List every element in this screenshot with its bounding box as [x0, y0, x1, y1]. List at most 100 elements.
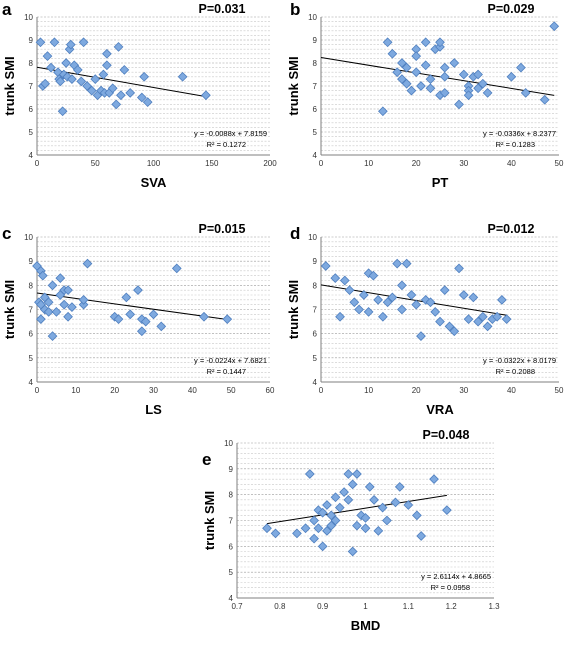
trendline: [320, 57, 555, 96]
data-point: [330, 273, 341, 283]
r-squared: R² = 0.1283: [496, 140, 535, 149]
data-point: [82, 81, 92, 91]
data-point: [430, 307, 441, 317]
data-point: [43, 307, 54, 317]
x-tick-label: 0.9: [317, 602, 329, 611]
data-point: [330, 492, 341, 503]
data-point: [473, 69, 483, 80]
data-point: [363, 307, 374, 317]
y-tick-label: 4: [29, 151, 34, 160]
data-point: [139, 71, 150, 82]
data-point: [322, 500, 332, 510]
y-axis-label: trunk SMI: [286, 56, 301, 115]
data-point: [352, 469, 362, 479]
x-tick-label: 40: [507, 159, 516, 168]
data-point: [360, 523, 371, 534]
x-tick-label: 30: [459, 386, 468, 395]
data-point: [442, 505, 452, 516]
data-point: [320, 261, 331, 271]
data-point: [454, 263, 464, 274]
data-point: [377, 502, 388, 513]
data-point: [477, 78, 488, 89]
gridlines: [237, 442, 494, 599]
data-point: [111, 99, 122, 110]
y-tick-label: 9: [29, 257, 34, 266]
data-point: [72, 65, 83, 75]
data-point: [392, 67, 403, 78]
x-axis-label: SVA: [141, 175, 167, 190]
data-point: [317, 541, 328, 552]
data-point: [539, 94, 550, 105]
data-point: [411, 299, 422, 310]
data-point: [378, 106, 388, 117]
data-point: [292, 528, 302, 539]
y-tick-label: 6: [313, 105, 318, 114]
data-point: [37, 270, 48, 281]
data-point: [86, 85, 97, 96]
r-squared: R² = 0.2088: [496, 367, 535, 376]
data-point: [411, 51, 422, 61]
data-point: [354, 304, 364, 315]
x-tick-label: 150: [205, 159, 219, 168]
data-point: [55, 273, 66, 283]
data-point: [326, 510, 337, 521]
x-tick-label: 0.7: [231, 602, 243, 611]
data-point: [67, 302, 77, 312]
data-point: [136, 314, 147, 325]
p-value: P=0.015: [199, 222, 246, 236]
y-tick-label: 5: [29, 354, 34, 363]
y-tick-label: 4: [29, 378, 34, 387]
panel-letter: a: [2, 0, 12, 19]
data-point: [458, 290, 469, 300]
data-point: [304, 469, 315, 479]
data-point: [482, 321, 493, 332]
data-point: [51, 307, 62, 317]
data-point: [102, 48, 112, 59]
data-point: [78, 37, 89, 48]
y-tick-label: 5: [313, 354, 318, 363]
data-point: [364, 482, 375, 492]
x-tick-label: 1.1: [403, 602, 415, 611]
y-tick-label: 8: [313, 59, 318, 68]
data-point: [425, 83, 436, 94]
scatter-panel-e: 4 5 6 7 8 9 10 0.7 0.8 0.9 1 1.1 1.2 1.3 y = 2.6114x +…: [202, 428, 500, 633]
data-point: [369, 494, 379, 505]
data-point: [35, 37, 46, 48]
data-point: [387, 292, 398, 303]
data-point: [477, 311, 488, 322]
r-squared: R² = 0.0958: [431, 583, 470, 592]
data-point: [121, 292, 132, 303]
x-tick-label: 20: [412, 159, 421, 168]
data-point: [458, 69, 469, 80]
x-tick-label: 50: [227, 386, 236, 395]
data-point: [156, 321, 167, 332]
data-point: [406, 85, 417, 96]
data-point: [339, 487, 349, 497]
data-point: [506, 71, 517, 82]
y-tick-label: 8: [229, 491, 234, 500]
trendline: [266, 494, 447, 525]
data-point: [382, 515, 392, 526]
data-point: [107, 83, 118, 94]
y-axis-label: trunk SMI: [286, 280, 301, 339]
data-point: [373, 525, 384, 536]
data-point: [378, 311, 388, 322]
x-tick-label: 100: [147, 159, 161, 168]
data-point: [344, 285, 355, 296]
x-tick-label: 10: [71, 386, 80, 395]
data-point: [416, 81, 426, 91]
data-point: [403, 500, 414, 510]
data-point: [309, 515, 319, 526]
data-points: [378, 21, 560, 117]
data-point: [501, 314, 512, 325]
data-point: [343, 494, 354, 505]
data-point: [397, 74, 407, 84]
data-point: [300, 523, 311, 534]
y-tick-label: 9: [29, 36, 34, 45]
data-point: [401, 62, 412, 73]
y-tick-label: 8: [29, 281, 34, 290]
data-point: [347, 479, 358, 490]
x-tick-label: 1.2: [446, 602, 458, 611]
y-tick-label: 6: [229, 542, 234, 551]
x-axis-label: PT: [432, 175, 449, 190]
